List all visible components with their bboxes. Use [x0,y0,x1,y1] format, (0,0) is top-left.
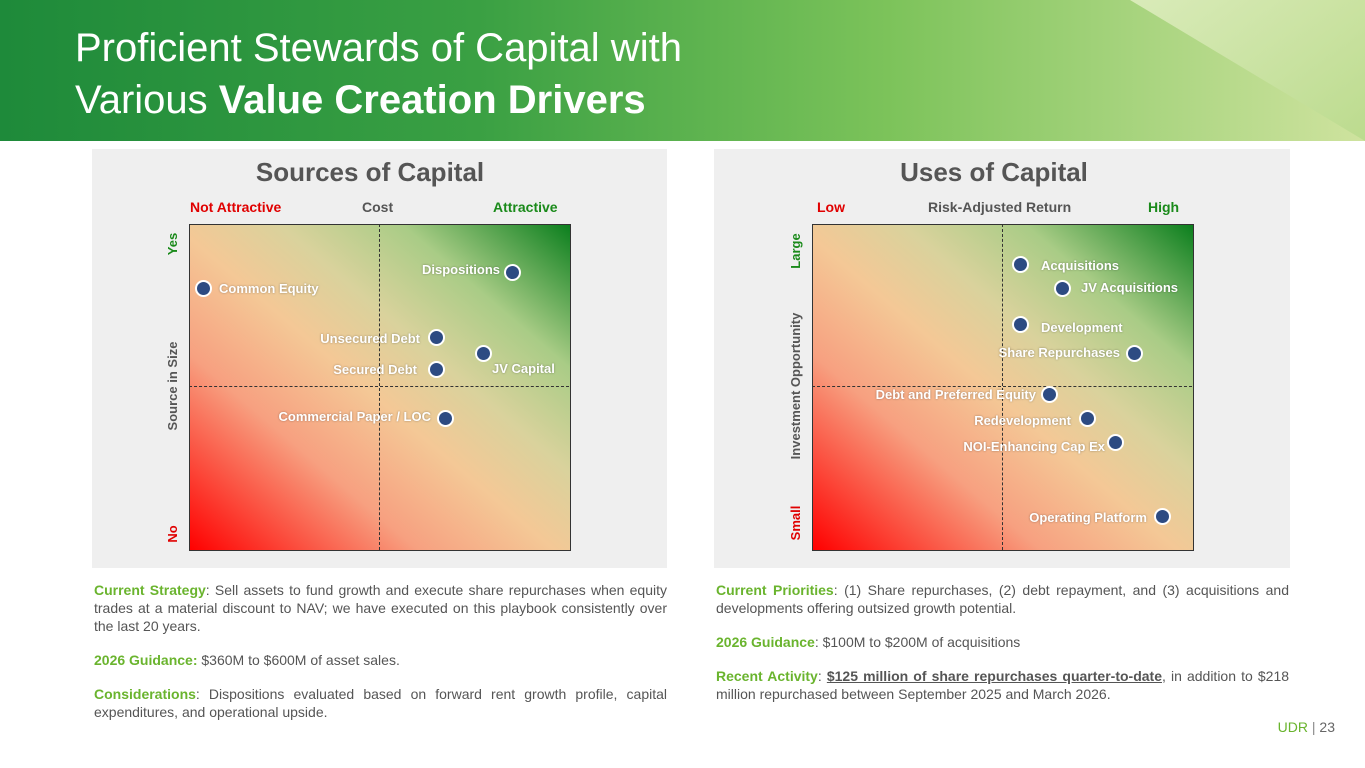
dot [1107,434,1124,451]
note-label: Current Priorities [716,582,834,598]
dot [195,280,212,297]
point-label: Unsecured Debt [320,331,420,346]
note-text: : Dispositions evaluated based on forwar… [94,686,667,720]
divider [379,224,380,550]
axis-high: High [1148,199,1180,215]
page-number: 23 [1319,719,1335,735]
point-label: Redevelopment [974,413,1071,428]
brand: UDR [1277,719,1308,735]
dot [1079,410,1096,427]
note: Considerations: Dispositions evaluated b… [94,685,667,721]
divider [1002,224,1003,550]
note-text: : $100M to $200M of acquisitions [814,634,1021,650]
note: Current Strategy: Sell assets to fund gr… [94,581,667,635]
point-label: Acquisitions [1041,258,1120,273]
note: Current Priorities: (1) Share repurchase… [716,581,1289,617]
dot [1012,316,1029,333]
note-text: $360M to $600M of asset sales. [197,652,400,668]
note-text: , in addition to $218 million repurchase… [716,668,1290,702]
note: 2026 Guidance: $100M to $200M of acquisi… [716,633,1289,651]
dot [1012,256,1029,273]
note-label: Current Strategy [94,582,206,598]
divider [189,386,569,387]
point-label: Common Equity [219,281,319,296]
header-band [0,0,1365,141]
dot [428,361,445,378]
note-label: Recent Activity [716,668,818,684]
separator: | [1311,719,1316,735]
note-text: : (1) Share repurchases, (2) debt repaym… [716,582,1289,616]
note-label: 2026 Guidance: [94,652,198,668]
note: 2026 Guidance: $360M to $600M of asset s… [94,651,667,669]
dot [1126,345,1143,362]
axis-high: Attractive [493,199,558,215]
dot [428,329,445,346]
point-label: JV Acquisitions [1081,280,1179,295]
point-label: JV Capital [492,361,555,376]
note-text: : [817,668,827,684]
point-label: Debt and Preferred Equity [875,387,1036,402]
point-label: Share Repurchases [998,345,1120,360]
axis-title: Cost [362,199,394,215]
dot [504,264,521,281]
note: Recent Activity: $125 million of share r… [716,667,1289,703]
dot [437,410,454,427]
point-label: Secured Debt [333,362,417,377]
axis-low: Not Attractive [190,199,282,215]
note-link: $125 million of share repurchases quarte… [826,668,1162,684]
footer: UDR | 23 [1278,719,1335,735]
dot [1041,386,1058,403]
point-label: NOI-Enhancing Cap Ex [963,439,1105,454]
dot [475,345,492,362]
point-label: Commercial Paper / LOC [278,409,431,424]
note-label: Considerations [94,686,196,702]
notes: Current Strategy: Sell assets to fund gr… [94,581,667,737]
title-text: Various [75,78,219,122]
panel-title: Sources of Capital [255,157,485,187]
dot [1054,280,1071,297]
dot [1154,508,1171,525]
title: Proficient Stewards of Capital with [75,26,682,70]
point-label: Development [1041,320,1123,335]
note-text: : Sell assets to fund growth and execute… [94,582,667,634]
divider [812,386,1192,387]
axis-low: Low [817,199,845,215]
title: Various Value Creation Drivers [75,78,646,123]
point-label: Operating Platform [1029,510,1147,525]
axis-title: Risk-Adjusted Return [928,199,1072,215]
title-bold: Value Creation Drivers [218,78,646,122]
note-label: 2026 Guidance [716,634,815,650]
notes: Current Priorities: (1) Share repurchase… [716,581,1289,719]
point-label: Dispositions [421,262,500,277]
panel-title: Uses of Capital [900,157,1088,187]
quadrant [812,224,1194,551]
